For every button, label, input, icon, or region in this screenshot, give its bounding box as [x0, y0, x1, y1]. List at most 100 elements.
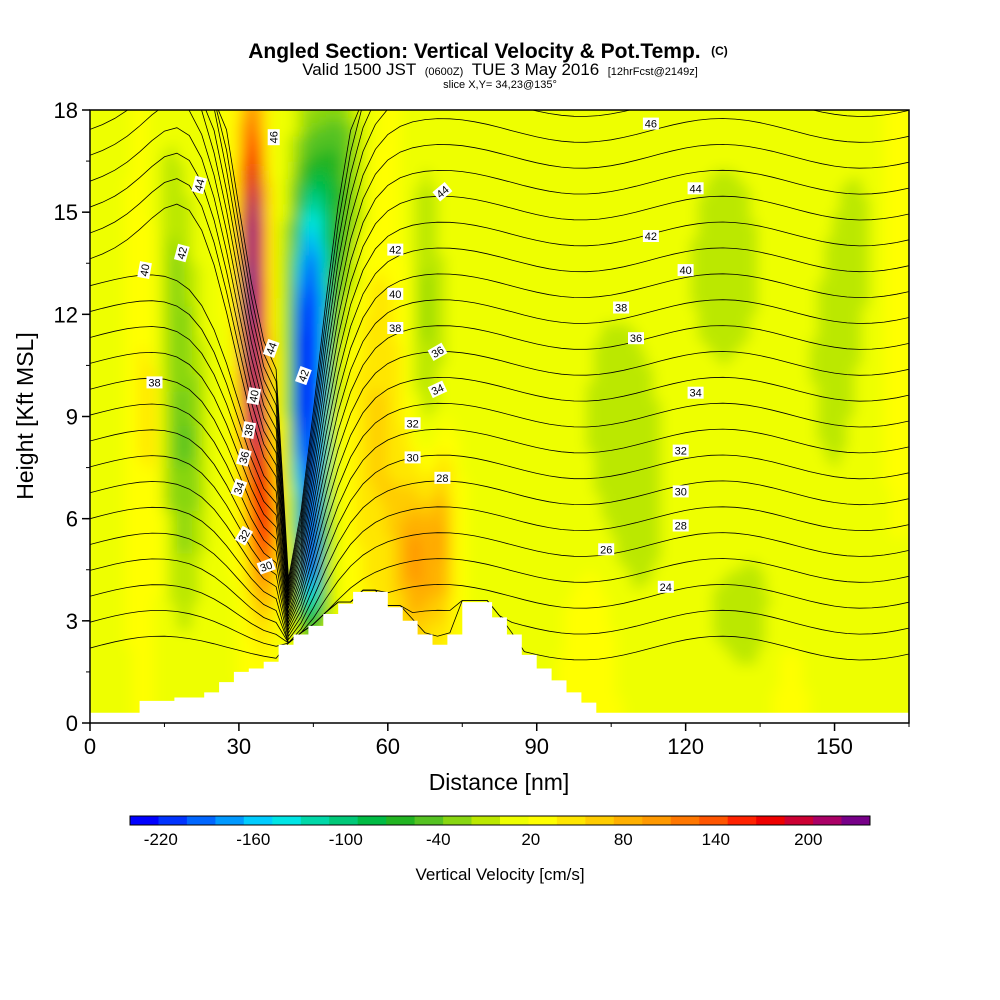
isentrope-line: [90, 178, 909, 606]
slice-label: slice X,Y= 34,23@135°: [443, 79, 557, 91]
isentrope-line: [90, 152, 909, 602]
contour-label: 28: [672, 519, 689, 533]
y-tick-label: 0: [66, 711, 78, 736]
isentrope-line: [90, 402, 909, 631]
colorbar-swatch: [215, 816, 245, 825]
contour-label: 44: [191, 175, 208, 195]
contour-label: 30: [404, 451, 421, 464]
colorbar-label: -100: [329, 830, 363, 849]
colorbar-swatch: [443, 816, 473, 825]
contour-label-text: 40: [679, 265, 691, 277]
contour-label-text: 42: [645, 231, 657, 243]
y-axis-label: Height [Kft MSL]: [12, 332, 38, 499]
chart-subtitle: Valid 1500 JST (0600Z) TUE 3 May 2016 [1…: [302, 60, 698, 79]
contour-label-text: 24: [660, 582, 672, 594]
x-tick-label: 0: [84, 734, 96, 759]
y-axis: 0 3 6 9 12 15 18: [54, 98, 90, 736]
contour-label: 26: [598, 543, 615, 556]
colorbar-label: 80: [614, 830, 633, 849]
contour-label-text: 36: [630, 333, 642, 345]
subtitle-date: TUE 3 May 2016: [472, 60, 600, 79]
isentrope-line: [90, 127, 909, 599]
contour-label-text: 40: [139, 263, 153, 277]
contour-label: 36: [236, 448, 252, 467]
terrain: [90, 591, 909, 724]
contour-label-text: 36: [430, 344, 447, 361]
contour-label-text: 30: [675, 486, 687, 498]
isentrope-line: [90, 376, 909, 628]
y-tick-label: 6: [66, 507, 78, 532]
subtitle-fcst: [12hrFcst@2149z]: [608, 66, 698, 78]
isentrope-line: [216, 110, 362, 582]
colorbar-swatch: [300, 816, 330, 825]
contour-label: 34: [230, 478, 248, 498]
contour-label-text: 34: [232, 481, 247, 497]
contour-label: 42: [387, 243, 404, 257]
contour-label-text: 44: [193, 178, 208, 193]
colorbar-label: 200: [794, 830, 822, 849]
contour-label-text: 38: [615, 303, 627, 315]
contour-label-text: 28: [436, 473, 448, 485]
isentrope-line: [90, 454, 909, 638]
colorbar-swatch: [613, 816, 643, 825]
contour-label-text: 40: [248, 389, 262, 403]
contour-label-text: 32: [237, 528, 254, 545]
contour-label: 38: [387, 322, 404, 335]
contour-label: 44: [262, 338, 280, 358]
colorbar-swatch: [186, 816, 216, 825]
isentrope-line: [90, 583, 909, 644]
isentrope-line: [90, 110, 909, 596]
colorbar-swatch: [357, 816, 387, 825]
colorbar-swatch: [528, 816, 558, 825]
contour-label-text: 42: [175, 246, 190, 261]
isentrope-line: [90, 558, 909, 644]
contour-label: 42: [642, 230, 659, 243]
x-axis: 0 30 60 90 120 150: [84, 723, 910, 759]
contour-label: 34: [687, 386, 704, 400]
x-tick-label: 150: [816, 734, 853, 759]
contour-label: 40: [137, 261, 153, 280]
chart-title-main: Angled Section: Vertical Velocity & Pot.…: [248, 40, 700, 63]
isentrope-line: [90, 351, 909, 625]
contour-label-text: 44: [264, 341, 279, 357]
colorbar-swatch: [727, 816, 757, 825]
contour-label: 32: [672, 444, 689, 458]
contour-label-text: 44: [689, 183, 701, 195]
colorbar-swatch: [272, 816, 302, 825]
colorbar-title: Vertical Velocity [cm/s]: [415, 865, 584, 884]
contour-label: 24: [657, 580, 674, 594]
contour-label: 40: [246, 387, 262, 406]
isentrope-line: [90, 110, 909, 592]
colorbar-swatch: [784, 816, 814, 825]
contour-label-text: 42: [389, 245, 401, 257]
x-tick-label: 60: [376, 734, 400, 759]
isentrope-line: [90, 532, 909, 644]
colorbar-label: -40: [426, 830, 451, 849]
contour-label: 44: [687, 182, 704, 195]
y-tick-label: 9: [66, 405, 78, 430]
isentrope-line: [90, 480, 909, 641]
contour-label-text: 30: [259, 560, 275, 575]
colorbar-swatch: [556, 816, 586, 825]
contour-label: 36: [427, 342, 448, 361]
colorbar-swatch: [670, 816, 700, 825]
subtitle-prefix: Valid 1500 JST: [302, 60, 416, 79]
contour-label-text: 42: [297, 368, 312, 384]
contour-label-text: 40: [389, 289, 401, 301]
colorbar-swatch: [130, 816, 159, 825]
isentrope-line: [90, 273, 909, 613]
contour-label-text: 46: [645, 119, 657, 131]
subtitle-utc: (0600Z): [425, 66, 464, 78]
contour-label-text: 32: [675, 446, 687, 458]
colorbar-label: -160: [236, 830, 270, 849]
isentrope-line: [217, 110, 360, 579]
contour-label: 36: [628, 332, 644, 345]
colorbar-swatch: [329, 816, 359, 825]
colorbar-swatch: [585, 816, 615, 825]
chart-title-mark: (C): [711, 44, 728, 58]
isentrope-labels: 46 44 42 40 38 44 42 40 38 36 34 32 30 44 42 40 38 36 34 32…: [137, 117, 704, 594]
colorbar-label: -220: [144, 830, 178, 849]
contour-label-text: 34: [430, 382, 446, 398]
colorbar-label: 20: [521, 830, 540, 849]
